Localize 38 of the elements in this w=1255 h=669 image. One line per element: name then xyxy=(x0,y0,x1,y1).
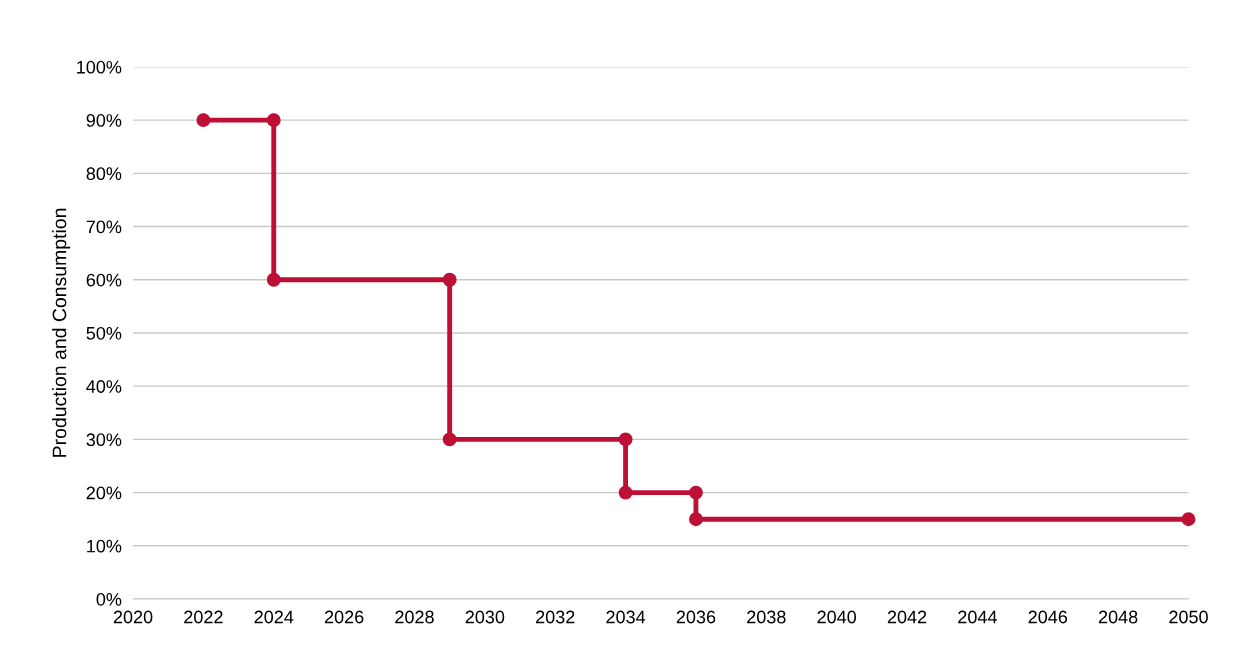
point xyxy=(442,432,457,447)
x-tick-label: 2048 xyxy=(1098,610,1138,624)
x-tick-label: 2026 xyxy=(324,610,364,624)
y-tick-label: 60% xyxy=(86,273,122,287)
y-tick-label: 80% xyxy=(86,167,122,181)
point xyxy=(266,113,281,128)
point xyxy=(618,485,633,500)
y-axis-title: Production and Consumption xyxy=(52,208,71,457)
y-tick-label: 20% xyxy=(86,486,122,500)
y-tick-label: 50% xyxy=(86,326,122,340)
point xyxy=(1181,512,1196,527)
x-tick-label: 2022 xyxy=(184,610,223,624)
point xyxy=(688,485,703,500)
x-tick-label: 2040 xyxy=(817,610,857,624)
y-tick-label: 40% xyxy=(86,380,122,393)
x-tick-label: 2042 xyxy=(887,610,927,624)
y-tick-label: 30% xyxy=(86,433,122,447)
y-tick-label: 0% xyxy=(96,592,122,606)
x-tick-label: 2044 xyxy=(958,610,997,624)
y-tick-label: 100% xyxy=(77,60,122,74)
x-tick-label: 2024 xyxy=(254,610,294,624)
point xyxy=(196,113,211,128)
point xyxy=(618,432,633,447)
x-tick-label: 2030 xyxy=(465,610,505,624)
x-tick-label: 2034 xyxy=(606,610,646,624)
point xyxy=(688,512,703,527)
y-tick-label: 70% xyxy=(86,220,122,234)
y-tick-label: 90% xyxy=(86,114,122,127)
x-tick-label: 2036 xyxy=(676,610,716,624)
x-tick-label: 2050 xyxy=(1169,610,1208,624)
y-tick-label: 10% xyxy=(87,539,122,553)
x-tick-label: 2038 xyxy=(747,610,786,624)
x-tick-label: 2020 xyxy=(113,610,153,624)
x-tick-label: 2032 xyxy=(536,610,575,624)
point xyxy=(266,272,281,287)
x-tick-label: 2028 xyxy=(395,610,434,624)
x-tick-label: 2046 xyxy=(1028,610,1068,624)
point xyxy=(442,272,457,287)
